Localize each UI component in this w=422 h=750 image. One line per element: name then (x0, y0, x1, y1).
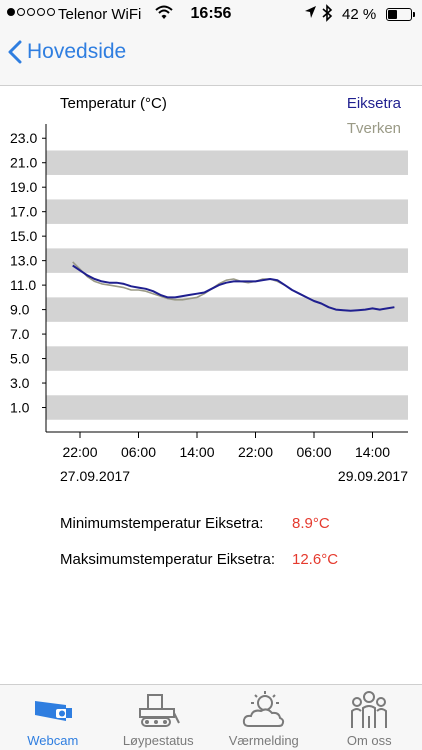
y-tick-label: 19.0 (10, 179, 37, 195)
tab-webcam[interactable]: Webcam (0, 685, 106, 750)
clock: 16:56 (190, 5, 232, 22)
legend-item-tverken: Tverken (347, 120, 401, 137)
x-tick-label: 22:00 (238, 444, 273, 460)
weather-icon (241, 690, 287, 730)
y-tick-label: 23.0 (10, 130, 37, 146)
max-temperature-row: Maksimumstemperatur Eiksetra: 12.6°C (60, 551, 338, 568)
series-line-eiksetra (72, 264, 395, 312)
y-tick-label: 3.0 (10, 375, 30, 391)
date-label-start: 27.09.2017 (60, 468, 130, 484)
tab-webcam-label: Webcam (27, 733, 79, 748)
legend-item-eiksetra: Eiksetra (347, 95, 402, 112)
signal-strength-icon (7, 8, 55, 16)
tab-vaermelding-label: Værmelding (228, 733, 299, 748)
people-icon (346, 690, 392, 730)
status-bar: Telenor WiFi 16:56 42 % (0, 0, 422, 30)
min-temperature-value: 8.9°C (292, 515, 330, 532)
y-tick-label: 9.0 (10, 302, 30, 318)
location-arrow-icon (304, 5, 317, 23)
grid-band (46, 395, 408, 420)
max-temperature-label: Maksimumstemperatur Eiksetra: (60, 551, 276, 568)
tab-om-oss-label: Om oss (346, 733, 392, 748)
y-tick-label: 21.0 (10, 155, 37, 171)
tab-bar: Webcam Løypestatus Værmelding Om oss (0, 684, 422, 750)
y-tick-label: 5.0 (10, 351, 30, 367)
x-tick-label: 14:00 (179, 444, 214, 460)
date-label-end: 29.09.2017 (338, 468, 408, 484)
tab-om-oss[interactable]: Om oss (317, 685, 422, 750)
webcam-icon (30, 690, 76, 730)
back-button[interactable]: Hovedside (8, 40, 126, 64)
tab-loypestatus[interactable]: Løypestatus (106, 685, 212, 750)
x-tick-label: 06:00 (121, 444, 156, 460)
y-tick-label: 17.0 (10, 204, 37, 220)
battery-icon (386, 8, 415, 21)
carrier-name: Telenor WiFi (58, 6, 142, 23)
min-temperature-label: Minimumstemperatur Eiksetra: (60, 515, 264, 532)
grid-band (46, 346, 408, 371)
grid-band (46, 248, 408, 273)
y-tick-label: 11.0 (10, 277, 36, 293)
temperature-chart: 23.0 21.0 19.0 17.0 15.0 13.0 11.0 9.0 7.0 5.0 3.0… (10, 95, 408, 484)
y-tick-label: 1.0 (10, 400, 30, 416)
back-label: Hovedside (27, 40, 127, 63)
grid-band (46, 199, 408, 224)
battery-percentage: 42 % (342, 6, 377, 23)
max-temperature-value: 12.6°C (292, 551, 339, 568)
snowcat-icon (135, 690, 181, 730)
y-tick-label: 7.0 (10, 326, 30, 342)
chevron-left-icon (8, 40, 22, 64)
wifi-icon (155, 5, 173, 24)
x-tick-label: 14:00 (355, 444, 390, 460)
min-temperature-row: Minimumstemperatur Eiksetra: 8.9°C (60, 515, 330, 532)
chart-title: Temperatur (°C) (60, 95, 167, 112)
y-tick-label: 13.0 (10, 253, 37, 269)
bluetooth-icon (321, 4, 333, 26)
tab-vaermelding[interactable]: Værmelding (211, 685, 317, 750)
grid-band (46, 150, 408, 175)
tab-loypestatus-label: Løypestatus (122, 733, 194, 748)
x-tick-label: 06:00 (296, 444, 331, 460)
navigation-bar: Hovedside (0, 30, 422, 86)
y-tick-label: 15.0 (10, 228, 37, 244)
series-line-tverken (72, 261, 286, 301)
x-tick-label: 22:00 (62, 444, 97, 460)
